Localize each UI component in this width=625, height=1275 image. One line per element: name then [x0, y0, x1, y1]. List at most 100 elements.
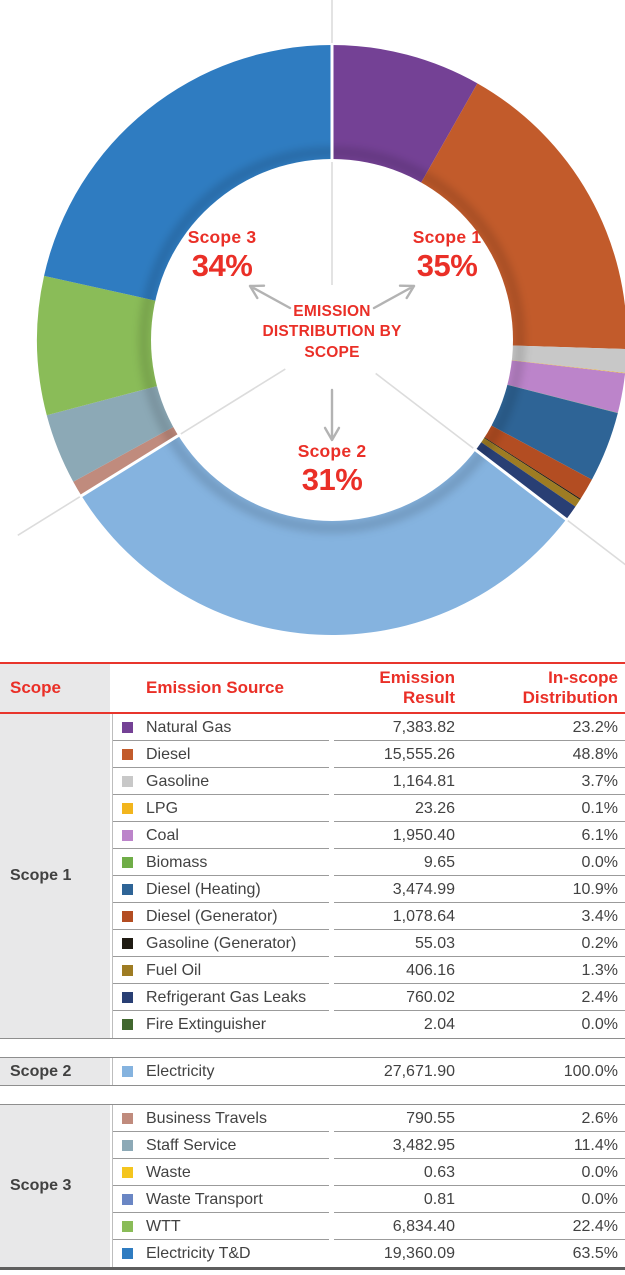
in-scope-distribution-value: 22.4% — [572, 1217, 618, 1235]
emission-result-value: 0.81 — [423, 1190, 455, 1208]
in-scope-distribution-value: 0.0% — [581, 1015, 618, 1033]
emission-result-value: 15,555.26 — [383, 745, 455, 763]
donut-slice-biomass — [506, 384, 618, 414]
table-row-business-travels: Business Travels 790.55 2.6% — [113, 1105, 625, 1132]
scope-3-percentage: 34% — [191, 248, 253, 283]
table-row-diesel: Diesel 15,555.26 48.8% — [113, 740, 625, 768]
table-row-waste-transport: Waste Transport 0.81 0.0% — [113, 1185, 625, 1213]
table-row-wtt: WTT 6,834.40 22.4% — [113, 1212, 625, 1240]
legend-swatch — [122, 1019, 133, 1030]
emission-source-label: Staff Service — [146, 1136, 237, 1154]
emission-source-label: LPG — [146, 799, 179, 817]
emission-source-label: Fuel Oil — [146, 961, 202, 979]
legend-swatch — [122, 749, 133, 760]
arrow-to-scope2-icon — [323, 388, 341, 442]
scope-boundary-gaps — [78, 43, 569, 522]
legend-swatch — [122, 965, 133, 976]
table-row-electricity: Electricity 27,671.90 100.0% — [113, 1058, 625, 1085]
emission-source-label: Fire Extinguisher — [146, 1015, 267, 1033]
donut-slice-gasoline — [510, 345, 625, 373]
legend-swatch — [122, 1167, 133, 1178]
emission-result-value: 760.02 — [406, 988, 455, 1006]
in-scope-distribution-value: 3.4% — [581, 907, 618, 925]
table-row-fire-extinguisher: Fire Extinguisher 2.04 0.0% — [113, 1010, 625, 1038]
legend-swatch — [122, 722, 133, 733]
in-scope-distribution-value: 2.6% — [581, 1109, 618, 1127]
emission-result-value: 6,834.40 — [392, 1217, 455, 1235]
table-header-row: Scope Emission Source Emission Result In… — [0, 662, 625, 714]
donut-slice-diesel — [420, 83, 625, 349]
donut-slice-gasoline-generator — [483, 436, 581, 500]
table-row-gasoline: Gasoline 1,164.81 3.7% — [113, 767, 625, 795]
donut-chart-canvas — [17, 0, 625, 635]
emission-result-value: 0.63 — [423, 1163, 455, 1181]
arrow-to-scope3-icon — [248, 284, 292, 310]
legend-swatch — [122, 1066, 133, 1077]
emission-source-label: Refrigerant Gas Leaks — [146, 988, 307, 1006]
legend-swatch — [122, 857, 133, 868]
emission-result-value: 406.16 — [406, 961, 455, 979]
emission-source-label: Coal — [146, 826, 179, 844]
table-row-biomass: Biomass 9.65 0.0% — [113, 848, 625, 876]
scope-3-label: Scope 3 — [187, 227, 257, 247]
emission-source-label: Diesel (Generator) — [146, 907, 278, 925]
emission-result-value: 7,383.82 — [392, 718, 455, 736]
emission-result-value: 55.03 — [414, 934, 455, 952]
emission-source-label: Gasoline (Generator) — [146, 934, 297, 952]
emission-result-value: 1,950.40 — [392, 826, 455, 844]
scope-divider-lines-inner — [180, 162, 474, 449]
legend-swatch — [122, 1248, 133, 1259]
table-row-natural-gas: Natural Gas 7,383.82 23.2% — [113, 714, 625, 741]
donut-center-disc-top — [151, 159, 513, 521]
emission-result-value: 23.26 — [414, 799, 455, 817]
in-scope-distribution-value: 48.8% — [572, 745, 618, 763]
emission-source-label: WTT — [146, 1217, 181, 1235]
scope-2-percentage: 31% — [301, 462, 363, 497]
donut-slice-business-travels — [73, 426, 180, 496]
callout-scope-2: Scope 2 31% — [267, 441, 397, 496]
scope-boundary-gap-2 — [473, 447, 569, 522]
in-scope-distribution-value: 0.1% — [581, 799, 618, 817]
legend-swatch — [122, 884, 133, 895]
table-row-refrigerant-gas-leaks: Refrigerant Gas Leaks 760.02 2.4% — [113, 983, 625, 1011]
in-scope-distribution-value: 100.0% — [563, 1062, 618, 1080]
in-scope-distribution-value: 0.0% — [581, 1190, 618, 1208]
emission-source-label: Waste Transport — [146, 1190, 263, 1208]
donut-slice-wtt — [36, 275, 158, 416]
in-scope-distribution-value: 0.0% — [581, 853, 618, 871]
legend-swatch — [122, 776, 133, 787]
table-row-diesel-heating: Diesel (Heating) 3,474.99 10.9% — [113, 875, 625, 903]
table-row-electricity-t-d: Electricity T&D 19,360.09 63.5% — [113, 1239, 625, 1267]
callout-scope-1: Scope 1 35% — [382, 227, 512, 282]
emission-distribution-donut-chart: Scope 3 34% Scope 1 35% Scope 2 31% EMIS… — [17, 0, 625, 635]
scope-group-rows: Natural Gas 7,383.82 23.2% Diesel 15,555.26 4… — [112, 714, 625, 1038]
donut-slice-diesel-heating — [490, 384, 618, 480]
legend-swatch — [122, 992, 133, 1003]
emission-source-label: Natural Gas — [146, 718, 232, 736]
scope-1-label: Scope 1 — [412, 227, 482, 247]
scope-group-rows: Business Travels 790.55 2.6% Staff Service 3… — [112, 1105, 625, 1267]
emission-result-value: 27,671.90 — [383, 1062, 455, 1080]
table-row-waste: Waste 0.63 0.0% — [113, 1158, 625, 1186]
arrow-to-scope1-icon — [372, 284, 416, 310]
scope-group-rows: Electricity 27,671.90 100.0% — [112, 1058, 625, 1085]
emission-source-label: Waste — [146, 1163, 191, 1181]
table-group-scope-2: Scope 2 Electricity 27,671.90 100.0% — [0, 1057, 625, 1086]
emission-result-value: 19,360.09 — [383, 1244, 455, 1262]
donut-slice-diesel-generator — [483, 425, 592, 499]
donut-slice-staff-service — [46, 385, 175, 482]
scope-group-label: Scope 1 — [0, 714, 110, 1038]
scope-group-label: Scope 2 — [0, 1058, 110, 1085]
emission-source-label: Diesel — [146, 745, 191, 763]
legend-swatch — [122, 1140, 133, 1151]
emission-source-label: Gasoline — [146, 772, 210, 790]
header-emission-result: Emission Result — [379, 667, 455, 707]
emission-source-label: Biomass — [146, 853, 208, 871]
donut-slice-refrigerant-gas-leaks — [474, 441, 576, 520]
in-scope-distribution-value: 3.7% — [581, 772, 618, 790]
header-in-scope-distribution: In-scope Distribution — [522, 667, 618, 707]
table-row-gasoline-generator: Gasoline (Generator) 55.03 0.2% — [113, 929, 625, 957]
emission-result-value: 1,164.81 — [392, 772, 455, 790]
table-group-scope-1: Scope 1 Natural Gas 7,383.82 23.2% Diesel 15,… — [0, 714, 625, 1039]
legend-swatch — [122, 1221, 133, 1232]
